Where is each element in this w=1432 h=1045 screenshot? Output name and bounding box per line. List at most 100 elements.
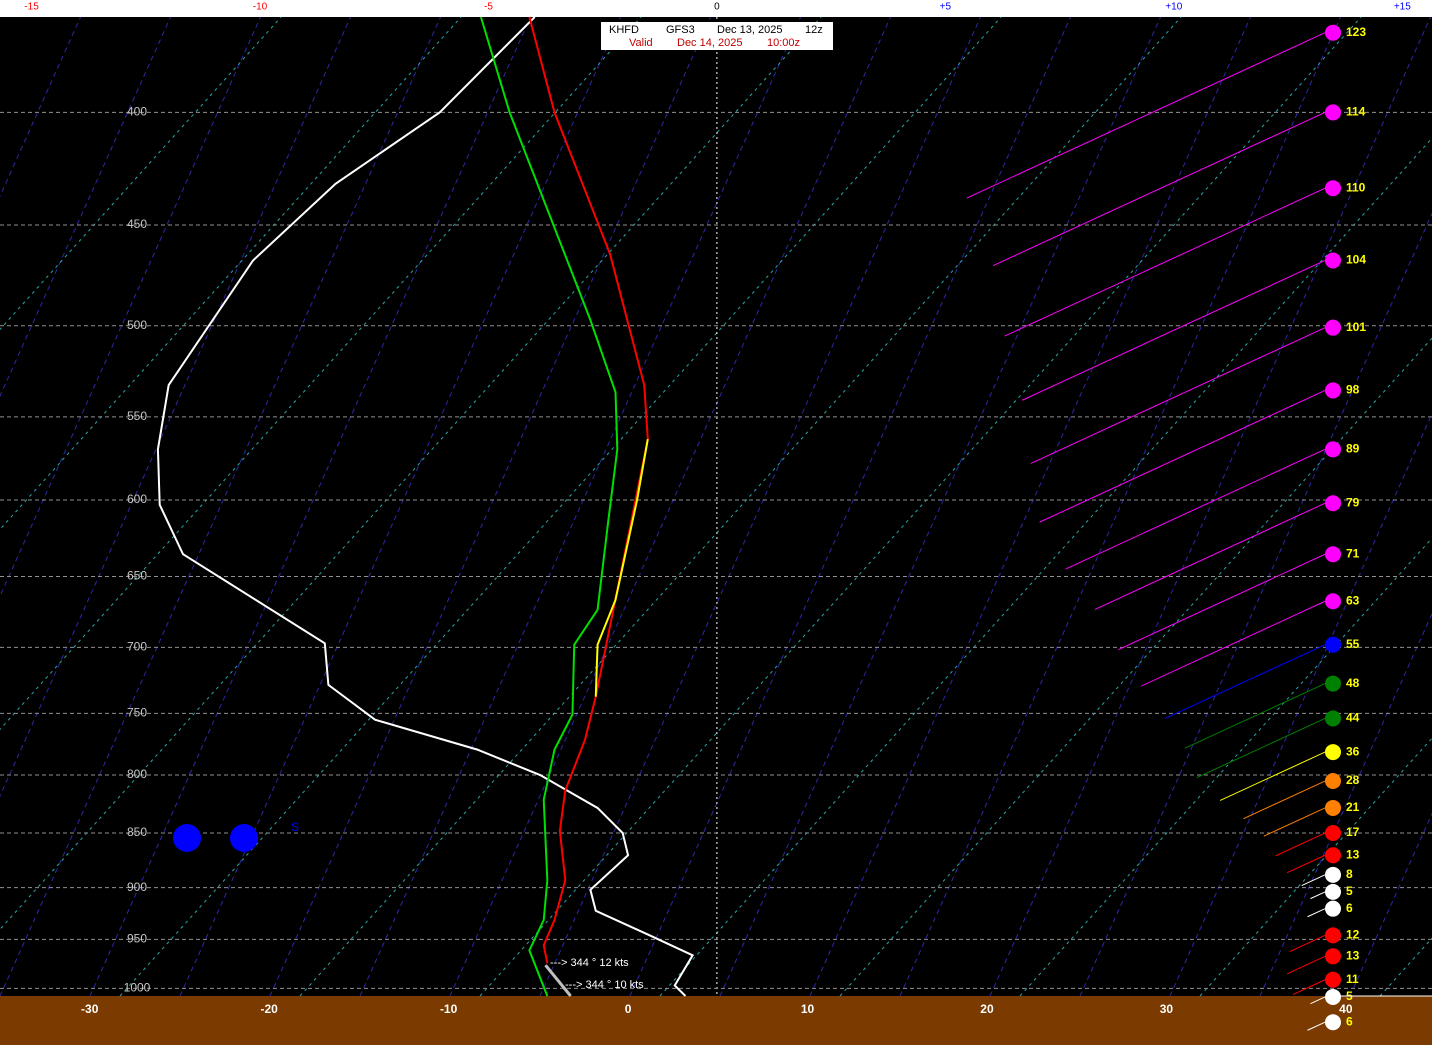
wind-speed-label: 123 [1346,25,1366,39]
adiabat [839,337,1432,997]
top-tick-label: -5 [484,2,493,13]
y-tick-label: 400 [127,105,147,119]
isotherm [989,16,1432,997]
wind-line [1301,874,1326,887]
wind-line [966,32,1326,199]
wind-line [1039,389,1326,523]
wind-line [1030,327,1326,464]
top-tick-label: +10 [1165,2,1182,13]
wind-dot [1325,988,1341,1005]
wind-dot [1325,900,1341,917]
wind-line [1310,996,1326,1005]
station: KHFD [609,24,639,36]
isotherm [89,16,532,997]
wind-line [992,111,1326,267]
y-tick-label: 600 [127,492,147,506]
header-box [601,22,833,50]
y-tick-label: 950 [127,932,147,946]
wind-line [1310,891,1326,900]
isotherm [449,16,892,997]
top-tick-label: +15 [1394,2,1411,13]
wind-line [1118,553,1326,651]
wind-dot [1325,252,1341,269]
isotherm [0,16,352,798]
profile-line [479,16,619,997]
y-tick-label: 450 [127,217,147,231]
wind-speed-label: 6 [1346,901,1353,915]
run-hour: 12z [805,24,823,36]
wind-speed-label: 71 [1346,546,1360,560]
x-tick-label: -10 [440,1002,458,1016]
y-tick-label: 900 [127,880,147,894]
wind-dot [1325,773,1341,790]
wind-line [1307,1021,1326,1031]
wind-line [1094,502,1326,610]
valid-label: Valid [629,37,653,49]
top-tick-label: -10 [253,2,268,13]
x-tick-label: 10 [801,1002,815,1016]
wind-speed-label: 36 [1346,744,1360,758]
annotation: ---> 344 ° 10 kts [565,979,644,991]
valid-date: Dec 14, 2025 [677,37,742,49]
wind-line [1292,979,1326,995]
wind-dot [1325,1014,1341,1031]
y-tick-label: 850 [127,825,147,839]
wind-dot [1325,636,1341,653]
adiabat [0,16,642,731]
wind-dot [1325,382,1341,399]
marks: 1231141101041019889797163554844362821171… [156,16,1366,1031]
profile-line [594,439,649,697]
adiabat [299,16,1182,997]
wind-line [1164,644,1326,720]
wind-line [1286,854,1326,874]
wind-line [1275,832,1326,857]
isotherm [629,16,1072,997]
wind-dot [1325,104,1341,121]
isotherm [539,16,982,997]
wind-line [1307,908,1326,918]
wind-dot [1325,319,1341,336]
y-tick-label: 1000 [124,981,151,995]
wind-line [1219,751,1326,801]
wind-dot [1325,441,1341,458]
wind-dot [1325,24,1341,41]
x-tick-label: -20 [261,1002,279,1016]
y-tick-label: 700 [127,640,147,654]
wind-speed-label: 17 [1346,825,1360,839]
wind-speed-label: 5 [1346,884,1353,898]
isotherm [0,16,442,997]
header: KHFD GFS3 Dec 13, 2025 12z Valid Dec 14,… [609,24,823,49]
wind-dot [1325,847,1341,864]
wind-speed-label: 12 [1346,927,1360,941]
isotherm [899,16,1342,997]
wind-line [1021,260,1326,401]
wind-line [1141,600,1326,687]
wind-dot [1325,927,1341,944]
top-tick-label: -15 [24,2,39,13]
wind-line [1289,934,1326,952]
wind-dot [1325,546,1341,563]
annotation: ---> 344 ° 12 kts [550,957,629,969]
wind-speed-label: 13 [1346,847,1360,861]
wind-speed-label: 63 [1346,593,1360,607]
wind-speed-label: 114 [1346,105,1366,119]
wind-dot [1325,883,1341,900]
x-tick-label: 40 [1339,1002,1353,1016]
wind-dot [1325,495,1341,512]
run-date: Dec 13, 2025 [717,24,782,36]
isotherm [359,16,802,997]
wind-speed-label: 79 [1346,495,1360,509]
wind-speed-label: 98 [1346,383,1360,397]
isotherm [0,16,172,398]
top-strip [0,0,1432,17]
profile-line [544,964,572,997]
isotherm [719,16,1162,997]
x-tick-label: 20 [980,1002,994,1016]
wind-dot [1325,799,1341,816]
wind-speed-label: 13 [1346,948,1360,962]
wind-speed-label: 11 [1346,972,1359,986]
wind-dot [1325,180,1341,197]
y-tick-label: 550 [127,409,147,423]
wind-line [1243,780,1326,820]
